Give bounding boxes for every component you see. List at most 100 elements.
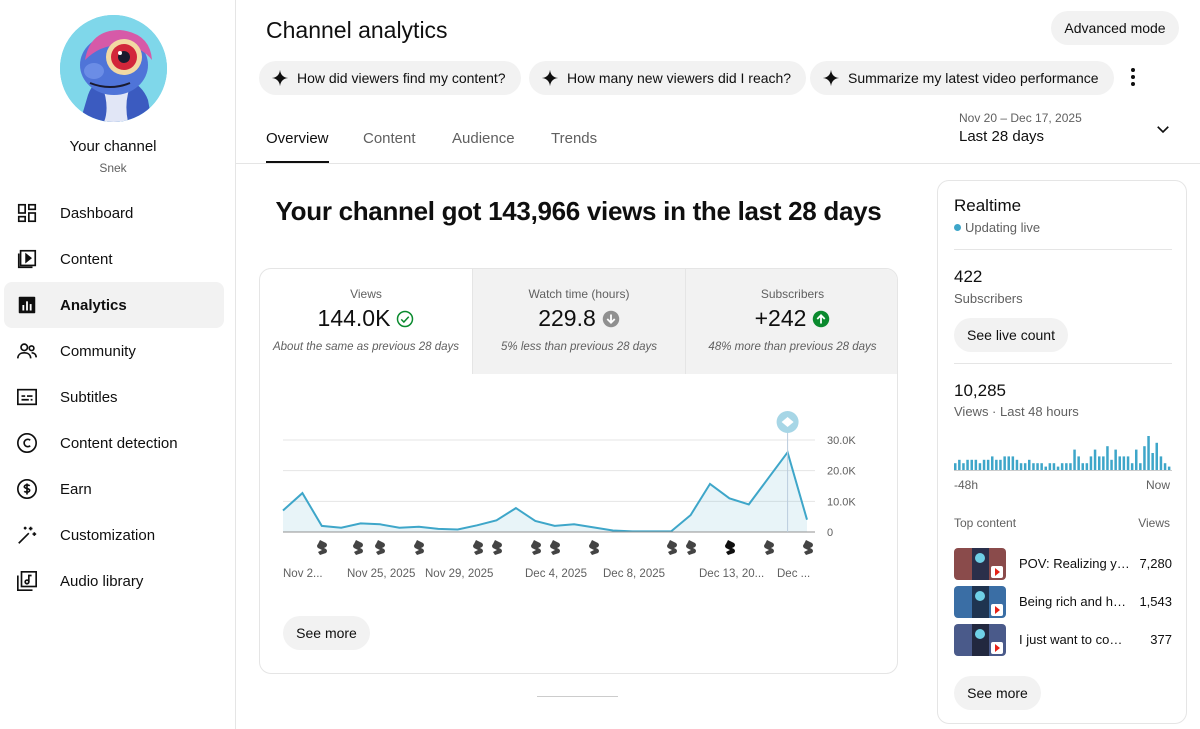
metric-watch-time[interactable]: Watch time (hours) 229.8 5% less than pr…	[473, 269, 686, 374]
ask-chip-viewers-find[interactable]: How did viewers find my content?	[259, 61, 521, 95]
realtime-bar	[1015, 459, 1019, 470]
sidebar-item-audio-library[interactable]: Audio library	[4, 558, 224, 604]
tab-overview[interactable]: Overview	[266, 130, 329, 163]
chip-label: Summarize my latest video performance	[848, 70, 1099, 86]
sparkle-icon	[271, 69, 289, 87]
sidebar-item-label: Dashboard	[60, 204, 134, 222]
metric-views[interactable]: Views 144.0K About the same as previous …	[260, 269, 473, 374]
shorts-marker	[492, 540, 502, 555]
sidebar-item-content[interactable]: Content	[4, 236, 224, 282]
realtime-bar	[1056, 466, 1060, 470]
dashboard-icon	[17, 203, 37, 223]
realtime-status: Updating live	[965, 220, 1041, 235]
area-fill	[283, 452, 807, 532]
top-content-row[interactable]: I just want to come home 377	[954, 624, 1172, 656]
top-content-label: Top content	[954, 516, 1017, 530]
see-live-count-button[interactable]: See live count	[954, 318, 1068, 352]
axis-end-label: Now	[1145, 478, 1170, 492]
page-title: Channel analytics	[266, 17, 448, 43]
realtime-bar	[1085, 463, 1089, 470]
series-line	[282, 450, 808, 533]
sidebar-item-content-detection[interactable]: Content detection	[4, 420, 224, 466]
y-tick-label: 30.0K	[827, 435, 856, 447]
shorts-marker	[353, 540, 363, 555]
sidebar-item-label: Audio library	[60, 572, 144, 590]
realtime-see-more-button[interactable]: See more	[954, 676, 1041, 710]
date-range[interactable]: Nov 20 – Dec 17, 2025	[959, 111, 1082, 125]
video-views: 1,543	[1139, 594, 1172, 609]
advanced-mode-button[interactable]: Advanced mode	[1051, 11, 1179, 45]
realtime-views-label: Views · Last 48 hours	[954, 404, 1079, 419]
video-views: 7,280	[1139, 556, 1172, 571]
sidebar-item-dashboard[interactable]: Dashboard	[4, 190, 224, 236]
sidebar-item-community[interactable]: Community	[4, 328, 224, 374]
sidebar-item-subtitles[interactable]: Subtitles	[4, 374, 224, 420]
sidebar-item-customization[interactable]: Customization	[4, 512, 224, 558]
milestone-icon-glyph	[781, 417, 794, 427]
sidebar-item-label: Content	[60, 250, 113, 268]
tab-audience[interactable]: Audience	[452, 130, 515, 147]
views-column-label: Views	[1138, 516, 1170, 530]
channel-handle: Snek	[99, 161, 127, 175]
metric-value: +242	[754, 305, 807, 331]
metric-comparison: 48% more than previous 28 days	[708, 341, 877, 353]
sidebar-item-label: Content detection	[60, 434, 178, 452]
realtime-bar	[986, 459, 990, 470]
tab-trends[interactable]: Trends	[551, 130, 598, 147]
music-library-icon	[17, 571, 37, 591]
video-title: POV: Realizing your...	[1019, 556, 1131, 571]
more-options-icon[interactable]	[1124, 64, 1142, 90]
arrow-down-icon	[602, 310, 620, 327]
metric-value: 229.8	[538, 305, 596, 331]
realtime-bar	[1098, 456, 1101, 470]
realtime-title: Realtime	[954, 196, 1022, 215]
main-content: Channel analytics Advanced mode How did …	[236, 0, 1200, 729]
axis-start-label: -48h	[954, 478, 979, 492]
realtime-bar	[1073, 449, 1076, 470]
shorts-marker	[531, 540, 541, 555]
see-more-button[interactable]: See more	[283, 616, 370, 650]
date-range-label[interactable]: Last 28 days	[959, 128, 1045, 145]
x-tick-label: Nov 2...	[283, 568, 323, 580]
sparkle-icon	[541, 69, 559, 87]
tab-content[interactable]: Content	[363, 130, 416, 147]
y-tick-label: 0	[827, 527, 833, 539]
chip-label: How many new viewers did I reach?	[567, 70, 792, 86]
shorts-marker	[686, 540, 696, 555]
realtime-bar	[1110, 459, 1113, 470]
realtime-bar	[1139, 463, 1142, 470]
realtime-card: Realtime Updating live 422 Subscribers S…	[937, 180, 1187, 724]
ask-chip-new-viewers[interactable]: How many new viewers did I reach?	[529, 61, 807, 95]
realtime-bar	[1028, 459, 1031, 470]
shorts-marker	[550, 540, 560, 555]
shorts-marker	[375, 540, 385, 555]
metric-subscribers[interactable]: Subscribers +242 48% more than previous …	[686, 269, 897, 374]
top-content-row[interactable]: Being rich and having... 1,543	[954, 586, 1172, 618]
x-tick-label: Dec 8, 2025	[603, 568, 665, 580]
sidebar-item-analytics[interactable]: Analytics	[4, 282, 224, 328]
ask-chip-summarize[interactable]: Summarize my latest video performance	[810, 61, 1114, 95]
copyright-icon	[17, 433, 37, 453]
channel-avatar[interactable]	[60, 15, 167, 122]
realtime-bar	[1159, 456, 1163, 470]
subscriber-label: Subscribers	[954, 291, 1023, 306]
realtime-bar	[1044, 466, 1047, 470]
dollar-icon	[17, 479, 37, 499]
sidebar-item-earn[interactable]: Earn	[4, 466, 224, 512]
realtime-bar	[1102, 456, 1105, 470]
realtime-bar-chart[interactable]	[954, 431, 1172, 471]
views-chart[interactable]: 30.0K 20.0K 10.0K 0 Nov 2... Nov 25, 2025 Nov …	[260, 379, 898, 601]
realtime-bar	[1143, 446, 1146, 470]
x-tick-label: Dec 13, 20...	[699, 568, 764, 580]
realtime-bar	[1007, 456, 1010, 470]
sparkle-icon	[822, 69, 840, 87]
top-content-row[interactable]: POV: Realizing your... 7,280	[954, 548, 1172, 580]
chevron-down-icon[interactable]	[1154, 120, 1172, 138]
realtime-bar	[1147, 436, 1150, 470]
video-views: 377	[1150, 632, 1172, 647]
shorts-marker	[473, 540, 483, 555]
metric-value: 144.0K	[317, 305, 391, 331]
realtime-bar	[966, 459, 969, 470]
video-thumbnail	[954, 624, 1006, 656]
divider	[954, 363, 1172, 364]
